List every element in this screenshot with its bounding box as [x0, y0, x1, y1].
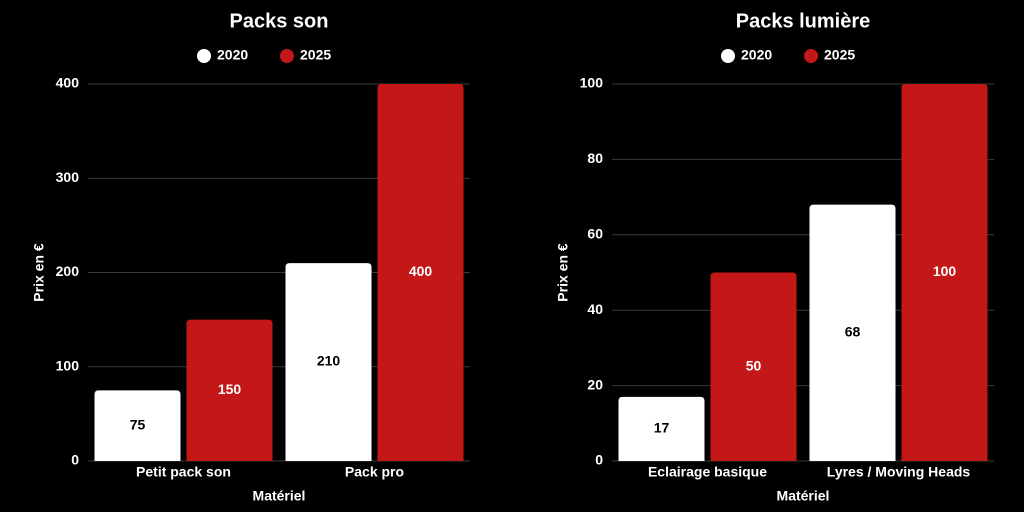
- legend-marker-2025: [804, 49, 818, 63]
- legend-marker-2020: [197, 49, 211, 63]
- bar-value-label: 50: [746, 357, 762, 373]
- bar-value-label: 400: [409, 263, 433, 279]
- legend-label-2025: 2025: [824, 47, 855, 63]
- bar-value-label: 68: [845, 324, 861, 340]
- y-tick-label: 200: [56, 263, 80, 279]
- x-tick-label: Lyres / Moving Heads: [827, 464, 971, 480]
- bar-2025-2: [377, 84, 464, 461]
- x-tick-label: Eclairage basique: [648, 464, 767, 480]
- y-axis-label: Prix en €: [31, 243, 47, 302]
- legend-marker-2020: [721, 49, 735, 63]
- chart-title: Packs son: [230, 10, 329, 32]
- legend-label-2025: 2025: [300, 47, 331, 63]
- x-tick-label: Petit pack son: [136, 464, 231, 480]
- bar-2025-1: [186, 319, 273, 461]
- bar-2020-2: [285, 263, 372, 461]
- chart-panel-1: Packs son 2020 2025 0 100 200 300 400 Prix en € M…: [31, 10, 470, 504]
- y-axis-label: Prix en €: [555, 243, 571, 302]
- legend: 2020 2025: [197, 47, 331, 63]
- y-tick-label: 400: [56, 75, 80, 91]
- y-tick-label: 300: [56, 169, 80, 185]
- chart-title: Packs lumière: [736, 10, 871, 32]
- legend: 2020 2025: [721, 47, 855, 63]
- chart-panel-2: Packs lumière 2020 2025 0 20 40 60 80 100 Prix en…: [555, 10, 994, 504]
- y-tick-label: 100: [56, 357, 80, 373]
- y-tick-label: 0: [71, 452, 79, 468]
- x-axis-label: Matériel: [777, 488, 830, 504]
- y-tick-label: 20: [587, 376, 603, 392]
- y-tick-label: 0: [595, 452, 603, 468]
- y-tick-label: 40: [587, 301, 603, 317]
- bar-2020-1: [618, 396, 705, 461]
- y-tick-label: 80: [587, 150, 603, 166]
- bar-value-label: 210: [317, 353, 341, 369]
- bar-value-label: 100: [933, 263, 957, 279]
- legend-marker-2025: [280, 49, 294, 63]
- bar-value-label: 17: [654, 420, 670, 436]
- x-tick-label: Pack pro: [345, 464, 404, 480]
- bar-2020-1: [94, 390, 181, 461]
- y-tick-label: 60: [587, 226, 603, 242]
- bar-2025-2: [901, 84, 988, 461]
- bar-value-label: 75: [130, 416, 146, 432]
- legend-label-2020: 2020: [741, 47, 772, 63]
- x-axis-label: Matériel: [253, 488, 306, 504]
- bar-2020-2: [809, 204, 896, 461]
- legend-label-2020: 2020: [217, 47, 248, 63]
- bar-2025-1: [710, 272, 797, 461]
- y-tick-label: 100: [580, 75, 604, 91]
- bar-value-label: 150: [218, 381, 242, 397]
